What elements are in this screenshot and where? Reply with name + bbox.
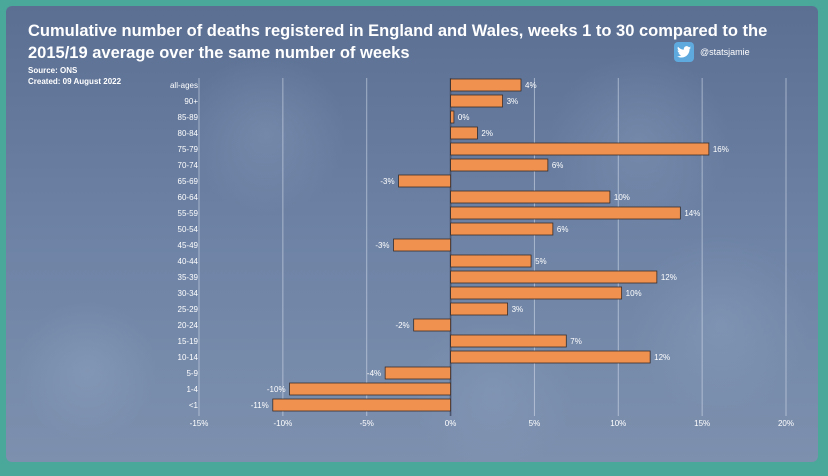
category-label: 50-54 — [178, 225, 199, 234]
bar-chart: all-ages 4% 90+ 3% 85-89 0% 80-84 2% 75-79 16% 70-… — [170, 78, 794, 428]
chart-background: Cumulative number of deaths registered i… — [6, 6, 818, 462]
bar — [450, 222, 554, 236]
data-label: 12% — [661, 273, 677, 282]
data-label: 3% — [507, 97, 519, 106]
bar — [450, 350, 651, 364]
x-tick-label: 5% — [529, 419, 541, 428]
bar — [450, 142, 710, 156]
data-label: -4% — [367, 369, 381, 378]
category-label: 85-89 — [178, 113, 199, 122]
data-label: 4% — [525, 81, 537, 90]
bar — [272, 398, 451, 412]
category-label: 80-84 — [178, 129, 199, 138]
category-label: 25-29 — [178, 305, 199, 314]
category-label: 90+ — [184, 97, 198, 106]
data-label: 6% — [552, 161, 564, 170]
chart-title: Cumulative number of deaths registered i… — [28, 22, 768, 62]
twitter-bird-icon — [674, 42, 694, 62]
data-label: 0% — [458, 113, 470, 122]
bar — [450, 286, 623, 300]
x-tick-label: 15% — [694, 419, 710, 428]
category-label: 60-64 — [178, 193, 199, 202]
bars: all-ages 4% 90+ 3% 85-89 0% 80-84 2% 75-79 16% 70-… — [170, 78, 729, 412]
data-label: 10% — [614, 193, 630, 202]
category-label: 45-49 — [178, 241, 199, 250]
bar — [413, 318, 451, 332]
category-label: <1 — [189, 401, 199, 410]
data-label: 5% — [535, 257, 547, 266]
data-label: 10% — [626, 289, 642, 298]
category-label: 35-39 — [178, 273, 199, 282]
bar — [450, 78, 522, 92]
bar — [450, 158, 549, 172]
category-label: all-ages — [170, 81, 198, 90]
data-label: -3% — [380, 177, 394, 186]
data-label: 14% — [684, 209, 700, 218]
data-label: -2% — [395, 321, 409, 330]
bar — [393, 238, 451, 252]
x-tick-label: -5% — [360, 419, 374, 428]
category-label: 65-69 — [178, 177, 199, 186]
x-tick-label: 10% — [610, 419, 626, 428]
bar — [450, 190, 611, 204]
category-label: 30-34 — [178, 289, 199, 298]
data-label: 2% — [481, 129, 493, 138]
data-label: 6% — [557, 225, 569, 234]
bar — [450, 270, 658, 284]
data-label: 12% — [654, 353, 670, 362]
category-label: 15-19 — [178, 337, 199, 346]
twitter-handle[interactable]: @statsjamie — [674, 42, 750, 62]
category-label: 10-14 — [178, 353, 199, 362]
x-tick-label: -15% — [190, 419, 209, 428]
category-label: 40-44 — [178, 257, 199, 266]
category-label: 75-79 — [178, 145, 199, 154]
x-tick-label: 0% — [445, 419, 457, 428]
bar — [450, 206, 681, 220]
data-label: -3% — [375, 241, 389, 250]
data-label: 7% — [570, 337, 582, 346]
category-label: 5-9 — [186, 369, 198, 378]
bar — [450, 126, 478, 140]
x-tick-label: -10% — [274, 419, 293, 428]
handle-text: @statsjamie — [700, 47, 750, 57]
bar — [450, 302, 508, 316]
data-label: -11% — [251, 401, 269, 410]
bar — [450, 94, 503, 108]
bar — [450, 334, 567, 348]
bar — [289, 382, 451, 396]
bar — [398, 174, 451, 188]
bar — [384, 366, 451, 380]
created-date: Created: 09 August 2022 — [28, 77, 122, 86]
category-label: 1-4 — [186, 385, 198, 394]
data-label: -10% — [267, 385, 286, 394]
source-note: Source: ONS — [28, 66, 78, 75]
category-label: 20-24 — [178, 321, 199, 330]
data-label: 3% — [512, 305, 524, 314]
bar — [450, 254, 532, 268]
bar — [450, 110, 455, 124]
data-label: 16% — [713, 145, 729, 154]
category-label: 55-59 — [178, 209, 199, 218]
category-label: 70-74 — [178, 161, 199, 170]
x-tick-label: 20% — [778, 419, 794, 428]
x-axis: -15% -10% -5% 0% 5% 10% 15% 20% — [190, 419, 794, 428]
